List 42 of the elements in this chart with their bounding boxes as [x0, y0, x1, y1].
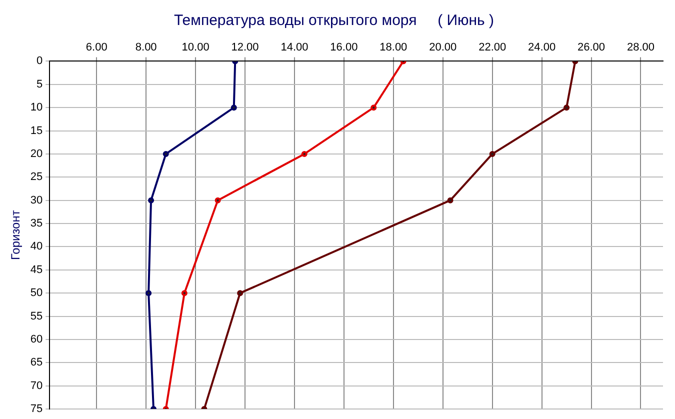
y-tick-label: 10 — [30, 102, 43, 114]
point — [148, 197, 154, 204]
x-tick-label: 6.00 — [86, 42, 108, 54]
y-tick-label: 75 — [30, 403, 43, 416]
x-tick-label: 26.00 — [578, 42, 606, 54]
x-tick-label: 22.00 — [478, 42, 506, 54]
y-axis-title: Горизонт — [8, 210, 23, 260]
y-tick-label: 60 — [30, 333, 43, 346]
point — [181, 290, 188, 296]
x-tick-label: 14.00 — [280, 42, 308, 54]
point — [162, 150, 169, 157]
y-tick-label: 15 — [30, 124, 43, 137]
x-tick-label: 28.00 — [626, 42, 655, 54]
y-tick-label: 30 — [30, 194, 43, 206]
point — [230, 104, 237, 111]
y-tick-label: 55 — [30, 310, 43, 322]
y-tick-label: 35 — [30, 218, 43, 230]
y-tick-label: 65 — [30, 356, 43, 369]
point — [370, 104, 377, 111]
y-tick-label: 45 — [30, 264, 43, 276]
point — [564, 104, 570, 111]
point — [214, 197, 221, 204]
y-tick-label: 50 — [30, 287, 43, 300]
point — [237, 290, 244, 296]
point — [447, 197, 454, 204]
point — [489, 150, 496, 157]
point — [301, 150, 308, 157]
x-tick-label: 12.00 — [231, 42, 259, 54]
y-tick-label: 40 — [30, 240, 43, 253]
y-tick-label: 20 — [30, 148, 43, 160]
y-tick-label: 70 — [30, 380, 43, 392]
x-tick-label: 8.00 — [135, 42, 157, 54]
chart-title: Температура воды открытого моря ( Июнь ) — [174, 12, 494, 30]
x-tick-label: 20.00 — [429, 42, 457, 54]
x-tick-label: 16.00 — [330, 42, 358, 54]
x-tick-label: 10.00 — [182, 42, 210, 54]
x-tick-label: 18.00 — [380, 42, 408, 54]
y-tick-label: 25 — [30, 171, 43, 184]
point — [146, 290, 152, 296]
x-tick-label: 24.00 — [528, 42, 556, 54]
y-tick-label: 5 — [36, 78, 43, 90]
y-tick-label: 0 — [36, 55, 43, 68]
